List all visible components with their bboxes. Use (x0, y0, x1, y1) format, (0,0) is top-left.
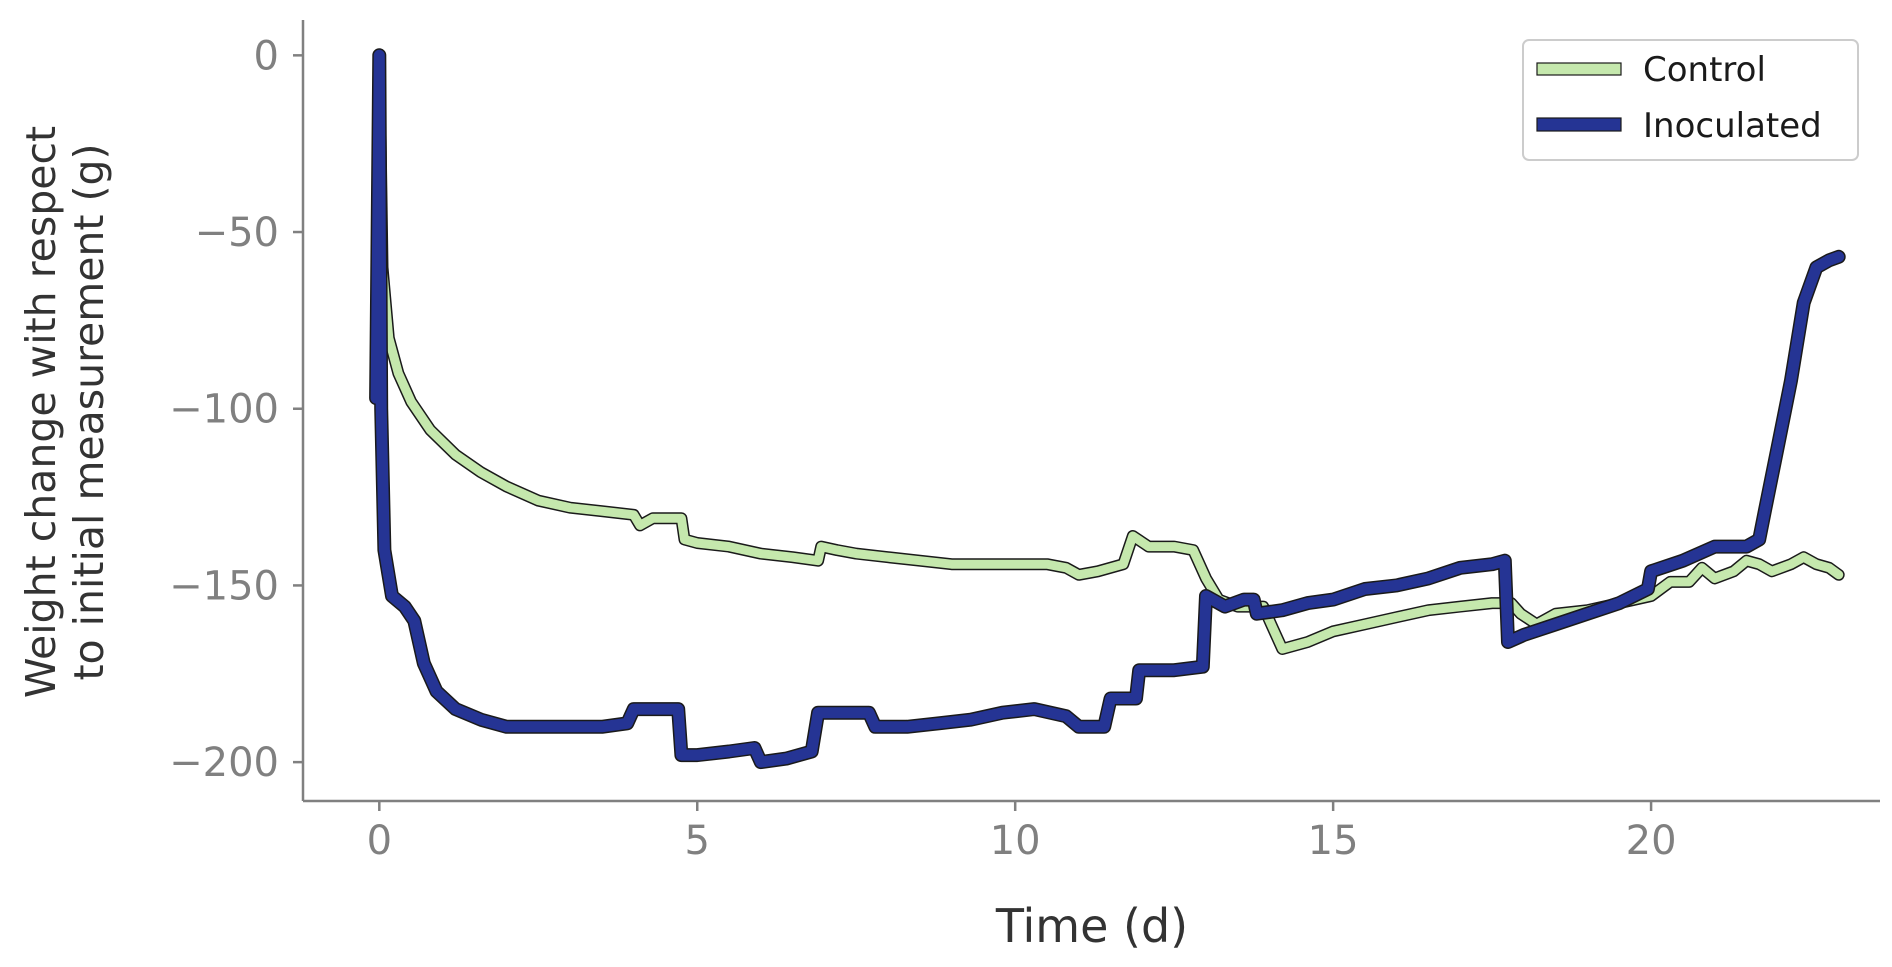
legend: Control Inoculated (1522, 39, 1859, 161)
x-ticks: 0 5 10 15 20 (367, 801, 1677, 864)
series-inoculated-line (370, 49, 1845, 768)
y-tick-label: −200 (169, 740, 279, 786)
plot-area (369, 48, 1846, 770)
y-axis-title: Weight change with respect to initial me… (17, 126, 113, 698)
y-ticks: 0 −50 −100 −150 −200 (169, 33, 303, 786)
y-tick-label: −150 (169, 563, 279, 609)
series-inoculated-outline (369, 48, 1846, 770)
x-tick-label: 15 (1308, 818, 1359, 864)
x-tick-label: 0 (367, 818, 392, 864)
legend-label-inoculated: Inoculated (1643, 106, 1822, 146)
x-tick-label: 5 (685, 818, 710, 864)
legend-swatch-control (1536, 62, 1622, 76)
y-tick-label: −50 (195, 210, 279, 256)
y-tick-label: −100 (169, 387, 279, 433)
series-control-line (374, 50, 1844, 654)
legend-label-control: Control (1643, 50, 1766, 90)
x-tick-label: 20 (1626, 818, 1677, 864)
y-tick-label: 0 (254, 33, 279, 79)
y-axis-title-line-2: to initial measurement (g) (65, 143, 113, 680)
y-axis-title-line-1: Weight change with respect (17, 126, 65, 698)
legend-swatch-inoculated (1536, 117, 1622, 132)
x-axis-title: Time (d) (995, 899, 1188, 953)
x-tick-label: 10 (990, 818, 1041, 864)
